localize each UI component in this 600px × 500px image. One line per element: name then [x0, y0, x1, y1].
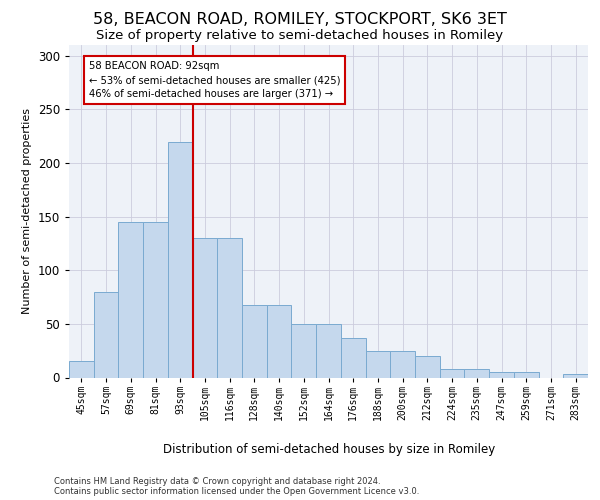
Bar: [292, 324, 316, 378]
Bar: [390, 350, 415, 378]
Bar: [365, 350, 390, 378]
Text: 58, BEACON ROAD, ROMILEY, STOCKPORT, SK6 3ET: 58, BEACON ROAD, ROMILEY, STOCKPORT, SK6…: [93, 12, 507, 28]
Bar: [316, 324, 341, 378]
Bar: [168, 142, 193, 378]
Bar: [440, 369, 464, 378]
Bar: [193, 238, 217, 378]
Bar: [464, 369, 489, 378]
Text: Distribution of semi-detached houses by size in Romiley: Distribution of semi-detached houses by …: [163, 442, 495, 456]
Bar: [217, 238, 242, 378]
Bar: [69, 362, 94, 378]
Bar: [143, 222, 168, 378]
Text: Size of property relative to semi-detached houses in Romiley: Size of property relative to semi-detach…: [97, 29, 503, 42]
Bar: [341, 338, 365, 378]
Bar: [94, 292, 118, 378]
Bar: [415, 356, 440, 378]
Bar: [267, 304, 292, 378]
Text: 58 BEACON ROAD: 92sqm
← 53% of semi-detached houses are smaller (425)
46% of sem: 58 BEACON ROAD: 92sqm ← 53% of semi-deta…: [89, 61, 340, 99]
Bar: [242, 304, 267, 378]
Bar: [563, 374, 588, 378]
Text: Contains HM Land Registry data © Crown copyright and database right 2024.
Contai: Contains HM Land Registry data © Crown c…: [54, 476, 419, 496]
Bar: [489, 372, 514, 378]
Bar: [514, 372, 539, 378]
Y-axis label: Number of semi-detached properties: Number of semi-detached properties: [22, 108, 32, 314]
Bar: [118, 222, 143, 378]
